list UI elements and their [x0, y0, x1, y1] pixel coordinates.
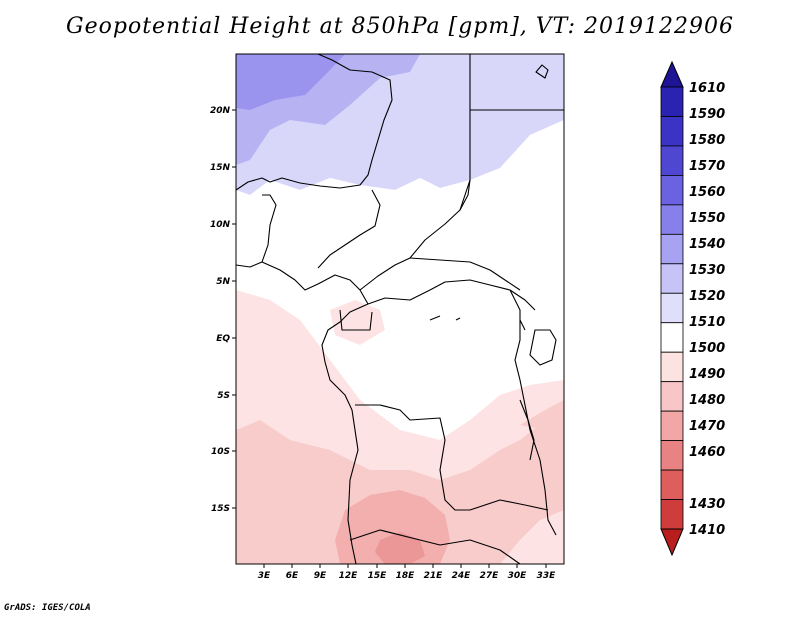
colorbar-label: 1470: [689, 419, 725, 434]
colorbar-label: 1540: [689, 237, 725, 252]
lon-label: 9E: [314, 571, 327, 581]
colorbar-box: [660, 116, 684, 147]
colorbar: 1610 1590 1580 1570 1560 1550 1540 1530 …: [660, 60, 725, 557]
lon-label: 6E: [286, 571, 299, 581]
lon-label: 24E: [452, 571, 472, 581]
lon-label: 18E: [396, 571, 416, 581]
colorbar-box: [660, 233, 684, 265]
colorbar-box: [660, 174, 684, 206]
colorbar-box: [660, 263, 684, 294]
colorbar-box: [660, 469, 684, 500]
lon-label: 12E: [339, 571, 359, 581]
shade-pink-mid-2: [520, 400, 564, 430]
colorbar-box: [660, 381, 684, 412]
colorbar-box: [660, 292, 684, 324]
colorbar-label: 1520: [689, 289, 725, 304]
colorbar-top-cap: [660, 60, 684, 88]
lon-label: 30E: [508, 571, 528, 581]
colorbar-label: 1500: [689, 341, 725, 356]
lat-label: 20N: [210, 106, 231, 116]
colorbar-label: 1590: [689, 107, 725, 122]
lat-label: 15N: [210, 163, 231, 173]
shade-white: [236, 120, 564, 440]
colorbar-label: 1410: [689, 523, 725, 538]
shade-blue-dark: [236, 54, 345, 110]
lat-label: 10N: [210, 220, 231, 230]
map-frame: [235, 53, 565, 565]
colorbar-bottom-cap: [660, 528, 684, 557]
colorbar-boxes: [660, 86, 684, 530]
colorbar-box: [660, 145, 684, 176]
map-plot-area: [235, 53, 565, 565]
colorbar-box: [660, 440, 684, 471]
colorbar-box: [660, 86, 684, 117]
colorbar-box: [660, 322, 684, 353]
colorbar-box: [660, 351, 684, 383]
colorbar-box: [660, 204, 684, 235]
shade-pink-light-2: [330, 300, 385, 345]
colorbar-label: 1610: [689, 81, 725, 96]
lat-label: 5S: [217, 391, 230, 401]
colorbar-label: 1530: [689, 263, 725, 278]
lat-label: 10S: [211, 447, 230, 457]
colorbar-label: 1510: [689, 315, 725, 330]
lon-label: 27E: [480, 571, 500, 581]
lon-label: 15E: [368, 571, 388, 581]
grads-credit: GrADS: IGES/COLA: [4, 603, 91, 613]
colorbar-box: [660, 410, 684, 441]
colorbar-label: 1570: [689, 159, 725, 174]
lon-axis: 3E 6E 9E 12E 15E 18E 21E 24E 27E 30E 33E: [258, 564, 556, 581]
colorbar-label: 1460: [689, 445, 725, 460]
colorbar-label: 1560: [689, 185, 725, 200]
colorbar-label: 1490: [689, 367, 725, 382]
lat-label: 15S: [211, 504, 230, 514]
chart-title: Geopotential Height at 850hPa [gpm], VT:…: [66, 14, 734, 39]
land-boundaries: [235, 53, 564, 565]
lon-label: 21E: [424, 571, 444, 581]
colorbar-box: [660, 499, 684, 530]
lat-axis: 20N 15N 10N 5N EQ 5S 10S 15S: [210, 106, 236, 514]
shade-pink-deepest: [375, 532, 425, 564]
lat-label: 5N: [216, 277, 230, 287]
lon-label: 3E: [258, 571, 271, 581]
colorbar-label: 1580: [689, 133, 725, 148]
colorbar-label: 1430: [689, 497, 725, 512]
lon-label: 33E: [537, 571, 557, 581]
lat-label: EQ: [216, 334, 230, 344]
colorbar-label: 1550: [689, 211, 725, 226]
colorbar-label: 1480: [689, 393, 725, 408]
